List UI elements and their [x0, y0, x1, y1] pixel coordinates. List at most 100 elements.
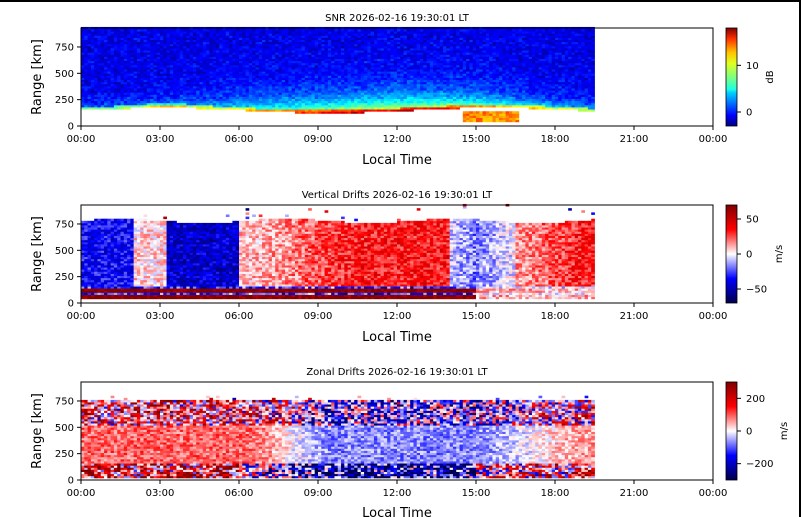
heatmap-cell: [459, 60, 464, 64]
heatmap-cell: [357, 45, 362, 49]
heatmap-cell: [426, 77, 431, 81]
heatmap-cell: [433, 31, 437, 34]
heatmap-cell: [410, 92, 414, 95]
heatmap-cell: [341, 73, 345, 76]
heatmap-cell: [446, 43, 451, 47]
heatmap-cell: [347, 52, 352, 55]
heatmap-cell: [94, 50, 98, 53]
heatmap-cell: [189, 79, 194, 83]
heatmap-cell: [433, 81, 437, 85]
heatmap-cell: [140, 100, 144, 104]
heatmap-cell: [215, 81, 220, 85]
heatmap-cell: [90, 69, 95, 72]
heatmap-cell: [222, 88, 227, 91]
heatmap-cell: [232, 85, 237, 89]
heatmap-cell: [469, 58, 474, 62]
heatmap-cell: [420, 79, 424, 83]
heatmap-cell: [482, 35, 487, 38]
heatmap-cell: [225, 45, 230, 49]
heatmap-cell: [196, 71, 200, 74]
heatmap-cell: [308, 75, 312, 78]
heatmap-cell: [219, 45, 223, 49]
heatmap-cell: [390, 60, 395, 64]
heatmap-cell: [90, 29, 95, 32]
heatmap-cell: [426, 39, 431, 43]
heatmap-cell: [373, 83, 378, 87]
heatmap-cell: [344, 73, 349, 76]
heatmap-cell: [209, 71, 214, 74]
heatmap-cell: [298, 100, 302, 104]
heatmap-cell: [242, 100, 246, 104]
heatmap-cell: [380, 83, 385, 87]
heatmap-cell: [248, 33, 253, 36]
heatmap-cell: [245, 71, 250, 74]
heatmap-cell: [133, 83, 138, 87]
heatmap-cell: [334, 54, 339, 57]
heatmap-cell: [107, 45, 112, 49]
heatmap-cell: [169, 71, 174, 74]
heatmap-cell: [357, 66, 362, 70]
heatmap-cell: [324, 31, 329, 34]
heatmap-cell: [127, 88, 131, 91]
heatmap-cell: [127, 90, 131, 93]
heatmap-cell: [433, 33, 437, 36]
heatmap-cell: [219, 98, 223, 102]
heatmap-cell: [100, 66, 105, 70]
heatmap-cell: [258, 31, 263, 34]
heatmap-cell: [127, 75, 131, 78]
heatmap-cell: [377, 100, 381, 104]
heatmap-cell: [327, 33, 332, 36]
heatmap-cell: [403, 41, 408, 45]
heatmap-cell: [81, 29, 85, 32]
heatmap-cell: [337, 111, 342, 114]
heatmap-cell: [219, 102, 223, 106]
heatmap-cell: [314, 109, 319, 112]
heatmap-cell: [117, 88, 121, 91]
heatmap-cell: [189, 58, 194, 62]
heatmap-cell: [130, 66, 135, 70]
heatmap-cell: [350, 81, 355, 85]
heatmap-cell: [466, 71, 470, 74]
heatmap-cell: [456, 85, 460, 89]
heatmap-cell: [219, 77, 223, 81]
heatmap-cell: [235, 37, 240, 40]
heatmap-cell: [331, 83, 335, 87]
heatmap-cell: [462, 66, 467, 70]
heatmap-cell: [321, 104, 325, 108]
heatmap-cell: [133, 60, 138, 64]
heatmap-cell: [215, 41, 220, 45]
heatmap-cell: [350, 62, 355, 66]
heatmap-cell: [192, 77, 197, 81]
heatmap-cell: [367, 102, 372, 106]
heatmap-cell: [252, 62, 256, 66]
heatmap-cell: [426, 85, 431, 89]
heatmap-cell: [472, 69, 477, 72]
heatmap-cell: [104, 37, 108, 40]
heatmap-cell: [107, 83, 112, 87]
heatmap-cell: [479, 90, 483, 93]
heatmap-cell: [169, 60, 174, 64]
heatmap-cell: [199, 31, 204, 34]
heatmap-cell: [466, 37, 470, 40]
heatmap-cell: [318, 62, 322, 66]
heatmap-cell: [341, 69, 345, 72]
window-top-border: [0, 0, 801, 2]
heatmap-cell: [107, 48, 112, 51]
heatmap-cell: [81, 37, 85, 40]
heatmap-cell: [426, 75, 431, 78]
heatmap-cell: [373, 39, 378, 43]
heatmap-cell: [183, 100, 187, 104]
heatmap-cell: [94, 98, 98, 102]
heatmap-cell: [344, 88, 349, 91]
heatmap-cell: [387, 109, 391, 112]
heatmap-cell: [433, 37, 437, 40]
heatmap-cell: [452, 73, 457, 76]
heatmap-cell: [248, 85, 253, 89]
heatmap-cell: [397, 52, 401, 55]
heatmap-cell: [294, 98, 299, 102]
heatmap-cell: [354, 102, 358, 106]
heatmap-cell: [107, 104, 112, 108]
heatmap-cell: [258, 43, 263, 47]
heatmap-cell: [397, 83, 401, 87]
heatmap-cell: [439, 69, 444, 72]
